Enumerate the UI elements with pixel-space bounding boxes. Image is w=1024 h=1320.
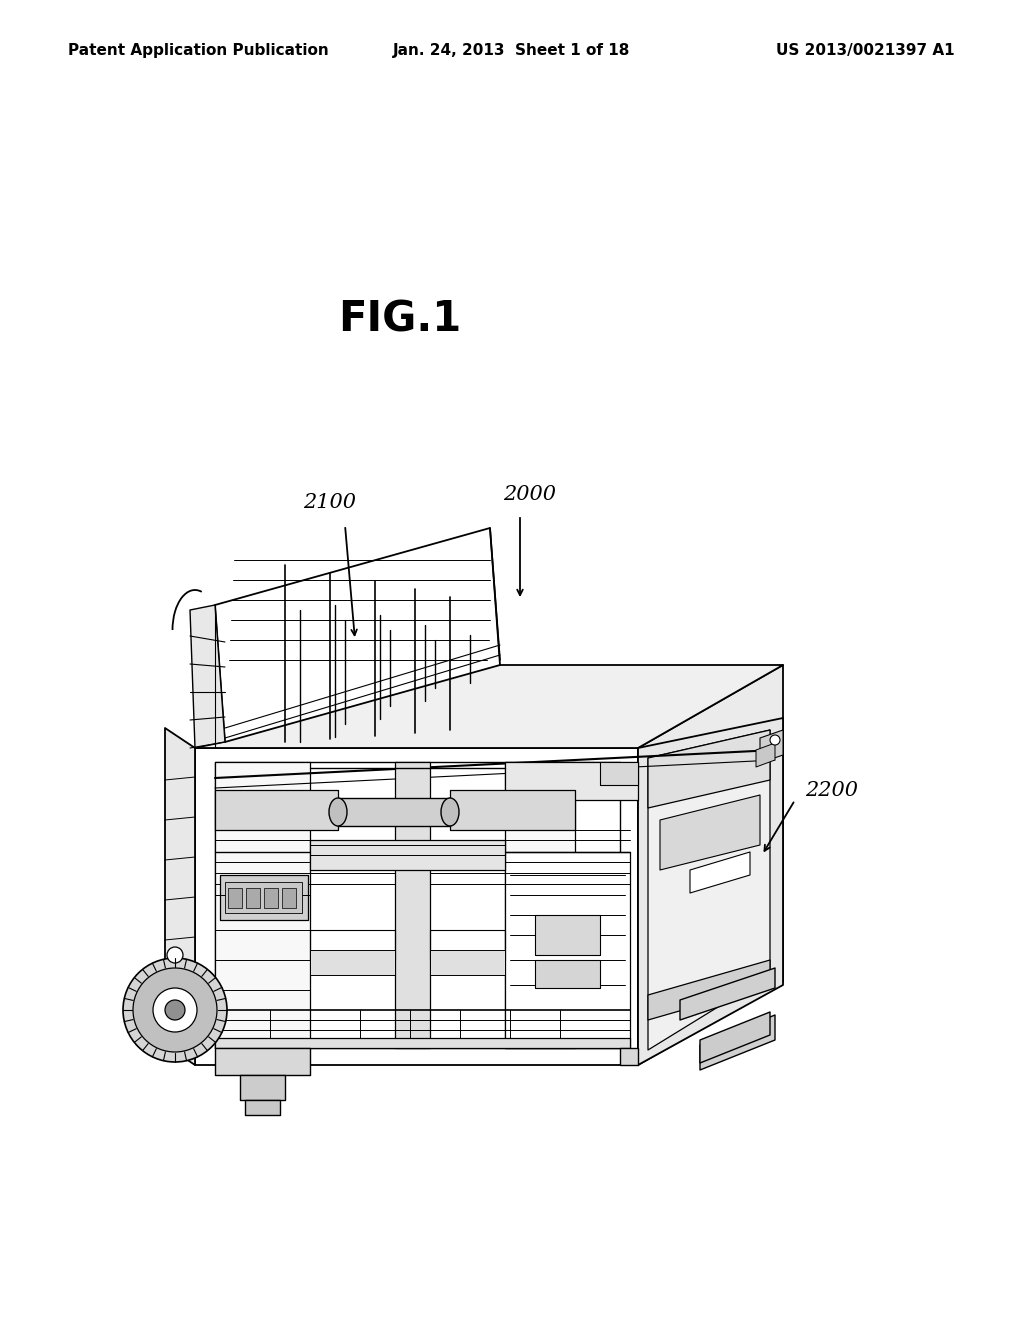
- Polygon shape: [430, 950, 505, 975]
- Circle shape: [165, 1001, 185, 1020]
- Polygon shape: [535, 915, 600, 954]
- Polygon shape: [660, 795, 760, 870]
- Polygon shape: [756, 743, 775, 767]
- Text: Jan. 24, 2013  Sheet 1 of 18: Jan. 24, 2013 Sheet 1 of 18: [393, 42, 631, 58]
- Polygon shape: [648, 730, 770, 1049]
- Polygon shape: [338, 799, 450, 826]
- Polygon shape: [215, 528, 500, 742]
- Text: 2200: 2200: [805, 780, 858, 800]
- Polygon shape: [246, 888, 260, 908]
- Polygon shape: [240, 1074, 285, 1100]
- Polygon shape: [680, 968, 775, 1020]
- Polygon shape: [245, 1100, 280, 1115]
- Polygon shape: [215, 762, 310, 1048]
- Polygon shape: [638, 718, 783, 1065]
- Polygon shape: [760, 730, 783, 763]
- Circle shape: [123, 958, 227, 1063]
- Ellipse shape: [329, 799, 347, 826]
- Polygon shape: [215, 1048, 310, 1074]
- Polygon shape: [190, 605, 225, 748]
- Polygon shape: [450, 789, 575, 830]
- Polygon shape: [648, 730, 770, 808]
- Text: Patent Application Publication: Patent Application Publication: [68, 42, 329, 58]
- Polygon shape: [215, 789, 338, 830]
- Polygon shape: [220, 875, 308, 920]
- Polygon shape: [535, 960, 600, 987]
- Polygon shape: [600, 762, 638, 785]
- Polygon shape: [505, 851, 630, 1048]
- Circle shape: [153, 987, 197, 1032]
- Circle shape: [770, 735, 780, 744]
- Polygon shape: [215, 762, 620, 1048]
- Ellipse shape: [441, 799, 459, 826]
- Polygon shape: [648, 960, 770, 1020]
- Polygon shape: [620, 1048, 638, 1065]
- Polygon shape: [638, 665, 783, 1065]
- Text: 2000: 2000: [504, 486, 556, 504]
- Polygon shape: [700, 1015, 775, 1071]
- Polygon shape: [395, 762, 430, 1048]
- Circle shape: [167, 946, 183, 964]
- Polygon shape: [310, 840, 505, 870]
- Polygon shape: [264, 888, 278, 908]
- Polygon shape: [505, 762, 575, 1048]
- Polygon shape: [195, 748, 638, 1065]
- Text: 2100: 2100: [303, 492, 356, 511]
- Polygon shape: [700, 1012, 770, 1063]
- Polygon shape: [165, 729, 195, 1065]
- Polygon shape: [215, 1038, 630, 1048]
- Polygon shape: [228, 888, 242, 908]
- Polygon shape: [195, 665, 783, 748]
- Polygon shape: [282, 888, 296, 908]
- Polygon shape: [225, 882, 302, 913]
- Text: FIG.1: FIG.1: [338, 300, 462, 341]
- Polygon shape: [505, 762, 638, 800]
- Circle shape: [133, 968, 217, 1052]
- Text: US 2013/0021397 A1: US 2013/0021397 A1: [776, 42, 955, 58]
- Polygon shape: [310, 950, 395, 975]
- Polygon shape: [690, 851, 750, 894]
